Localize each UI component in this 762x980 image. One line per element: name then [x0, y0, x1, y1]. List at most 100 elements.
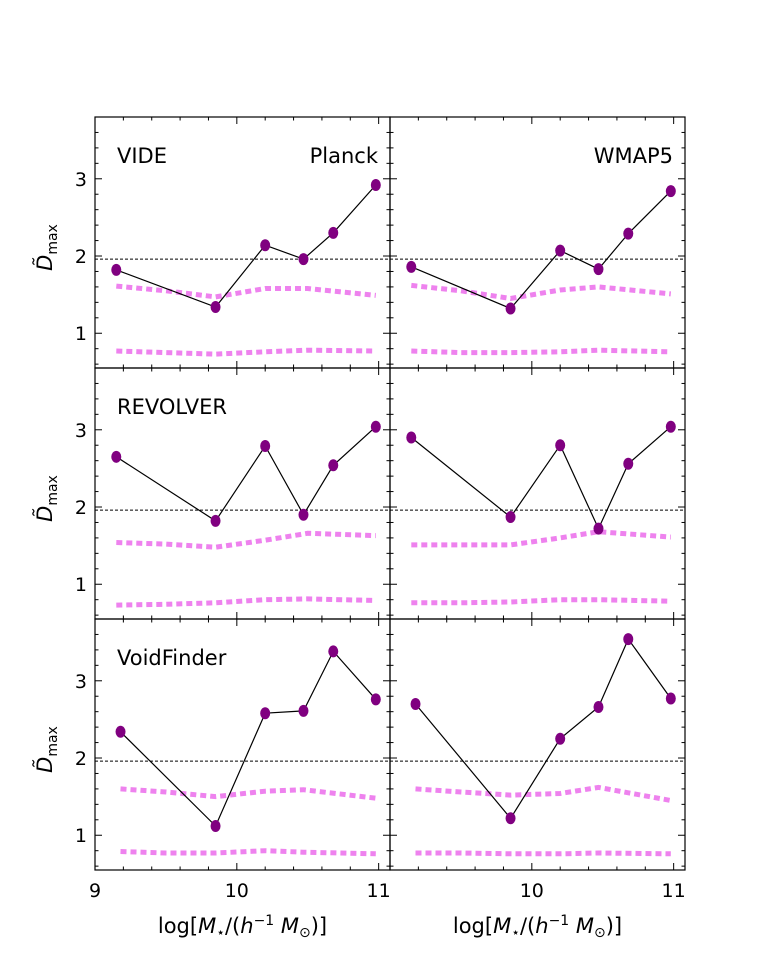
data-point: [111, 450, 122, 463]
y-axis-label: D̃max: [32, 224, 61, 271]
x-tick-label: 10: [520, 880, 544, 902]
panel-revolver-wmap5: [389, 367, 686, 620]
x-tick-label: 9: [89, 880, 101, 902]
y-axis-label-sub: max: [45, 224, 61, 255]
x-axis-label-part: ⊙: [594, 925, 606, 941]
series-line: [115, 426, 377, 522]
data-point: [555, 244, 566, 257]
y-tick-label: 3: [75, 420, 87, 442]
y-axis-label-sub: max: [45, 726, 61, 757]
y-axis-label-main: D̃: [32, 255, 57, 271]
x-axis-label-part: log[: [453, 914, 493, 938]
y-axis-label: D̃max: [32, 475, 61, 522]
x-axis-label-part: log[: [158, 914, 198, 938]
y-axis-label-sub: max: [45, 475, 61, 506]
panel-label-left: VoidFinder: [117, 646, 227, 670]
y-axis-label: D̃max: [32, 726, 61, 773]
data-point: [406, 431, 417, 444]
data-point: [111, 263, 122, 276]
band-upper-line: [120, 786, 377, 801]
data-point: [406, 260, 417, 273]
band-lower-line: [415, 850, 671, 857]
data-point: [370, 420, 381, 433]
x-axis-label: log[M⋆/(h−1 M⊙)]: [453, 913, 622, 941]
series-line: [410, 426, 672, 531]
data-point: [623, 457, 634, 470]
data-point: [505, 511, 516, 524]
data-point: [260, 707, 271, 720]
panel-vide-wmap5: WMAP5: [389, 116, 686, 369]
data-point: [260, 239, 271, 252]
panel-voidfinder-wmap5: 10 11: [389, 618, 686, 902]
x-axis-label-part: )]: [606, 914, 622, 938]
band-upper-line: [415, 784, 672, 803]
x-axis-label: log[M⋆/(h−1 M⊙)]: [158, 913, 327, 941]
series-line: [120, 650, 377, 828]
x-axis-label-part: −1: [254, 913, 275, 929]
band-lower-line: [411, 347, 671, 356]
band-upper-line: [411, 282, 672, 302]
data-point: [115, 725, 126, 738]
data-point: [665, 692, 676, 705]
panel-frame: [389, 618, 686, 871]
x-axis-label-part: −1: [549, 913, 570, 929]
data-point: [328, 459, 339, 472]
data-point: [623, 633, 634, 646]
y-tick-label: 3: [75, 671, 87, 693]
x-axis-label-part: /(: [225, 914, 240, 938]
data-point: [210, 300, 221, 313]
data-point: [410, 697, 421, 710]
band-lower-line: [116, 596, 376, 608]
panels: 1 2 3 VIDE Planck WMAP5 1 2 3 REVOLVER 1 2 3 9 10 11 Voi…: [75, 116, 686, 902]
x-tick-label: 11: [367, 880, 391, 902]
y-tick-label: 1: [75, 323, 87, 345]
data-point: [665, 185, 676, 198]
data-point: [555, 732, 566, 745]
band-lower-line: [120, 848, 376, 857]
panel-label-left: REVOLVER: [117, 395, 227, 419]
x-tick-label: 11: [662, 880, 686, 902]
y-tick-label: 2: [75, 246, 87, 268]
data-point: [260, 440, 271, 453]
x-axis-label-part: M: [274, 914, 299, 938]
series-line: [415, 637, 672, 820]
x-axis-label-part: M: [493, 914, 511, 938]
data-point: [210, 819, 221, 832]
x-axis-label-part: ⊙: [299, 925, 311, 941]
data-point: [665, 420, 676, 433]
data-point: [298, 253, 309, 266]
panel-revolver-planck: 1 2 3 REVOLVER: [75, 367, 391, 620]
panel-label-right: WMAP5: [594, 144, 673, 168]
y-axis-label-main: D̃: [32, 757, 57, 773]
panel-label-right: Planck: [310, 144, 379, 168]
panel-vide-planck: 1 2 3 VIDE Planck: [75, 116, 391, 369]
series-line: [116, 184, 377, 308]
x-tick-label: 10: [225, 880, 249, 902]
panel-voidfinder-planck: 1 2 3 9 10 11 VoidFinder: [75, 618, 391, 902]
data-point: [328, 226, 339, 239]
data-point: [623, 227, 634, 240]
y-tick-label: 2: [75, 497, 87, 519]
band-lower-line: [411, 597, 671, 606]
band-upper-line: [116, 530, 376, 550]
band-upper-line: [116, 283, 377, 300]
x-axis-label-part: )]: [311, 914, 327, 938]
panel-label-left: VIDE: [117, 144, 167, 168]
y-tick-label: 1: [75, 825, 87, 847]
data-point: [370, 178, 381, 191]
data-point: [505, 812, 516, 825]
x-axis-label-part: ⋆: [511, 925, 520, 941]
band-upper-line: [411, 529, 671, 548]
x-axis-label-part: M: [569, 914, 594, 938]
data-point: [328, 645, 339, 658]
data-point: [505, 302, 516, 315]
panel-frame: [389, 367, 686, 620]
data-point: [593, 701, 604, 714]
x-axis-label-part: /(: [520, 914, 535, 938]
data-point: [298, 508, 309, 521]
series-line: [411, 190, 672, 310]
y-tick-label: 3: [75, 169, 87, 191]
y-tick-label: 2: [75, 748, 87, 770]
data-point: [593, 263, 604, 276]
